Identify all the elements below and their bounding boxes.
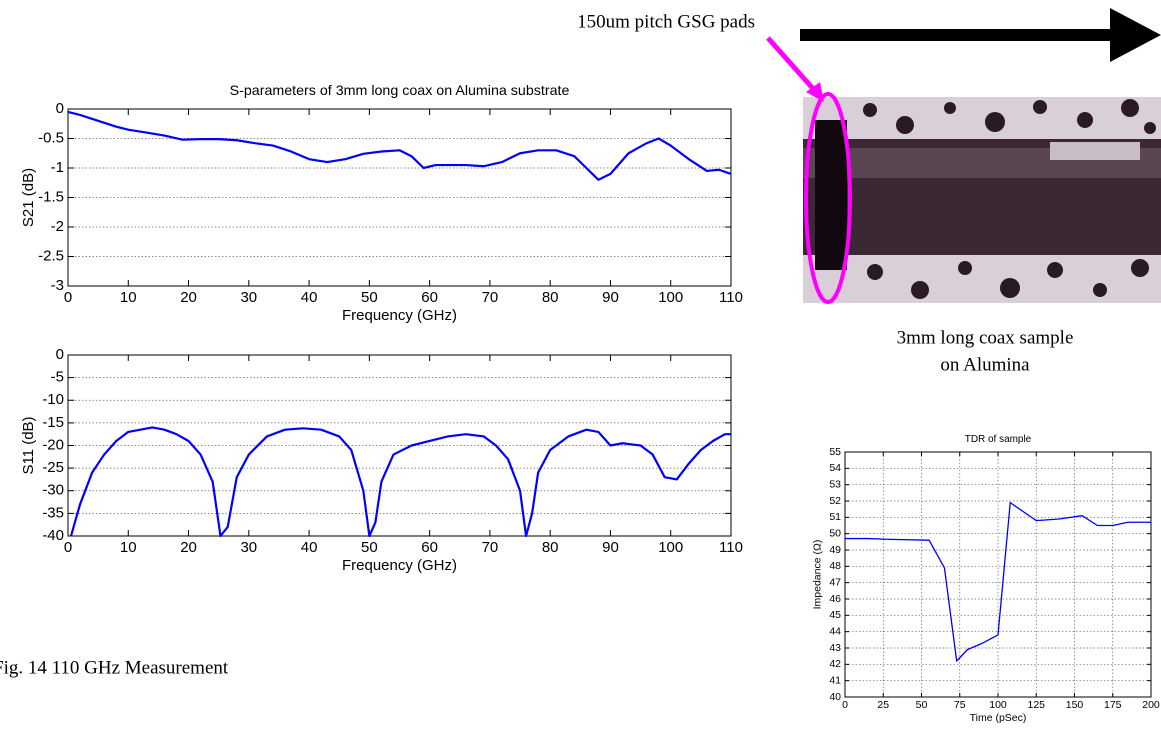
- x-tick-label: 0: [64, 289, 72, 306]
- x-tick-label: 100: [658, 539, 683, 556]
- data-line: [845, 501, 1151, 662]
- x-tick-label: 30: [240, 289, 257, 306]
- pointer-arrowhead: [806, 82, 824, 102]
- y-tick-label: 51: [829, 511, 841, 523]
- x-tick-label: 110: [719, 539, 743, 556]
- x-tick-label: 60: [421, 539, 438, 556]
- x-axis-label: Frequency (GHz): [342, 557, 457, 574]
- x-tick-label: 20: [180, 289, 197, 306]
- x-tick-label: 90: [602, 289, 619, 306]
- x-tick-label: 110: [719, 289, 743, 306]
- y-tick-label: -40: [42, 527, 64, 544]
- x-tick-label: 20: [180, 539, 197, 556]
- y-tick-label: 0: [56, 346, 64, 363]
- x-tick-label: 40: [301, 539, 318, 556]
- y-tick-label: -15: [42, 414, 64, 431]
- x-tick-label: 50: [361, 289, 378, 306]
- y-tick-label: -1.5: [38, 188, 64, 205]
- photo: [803, 97, 1161, 303]
- x-tick-label: 175: [1104, 699, 1122, 711]
- x-axis-label: Time (pSec): [970, 712, 1027, 724]
- y-tick-label: 48: [829, 560, 841, 572]
- x-tick-label: 70: [482, 539, 499, 556]
- y-tick-label: -3: [51, 277, 64, 294]
- y-tick-label: 46: [829, 593, 841, 605]
- direction-arrow: [800, 29, 1112, 41]
- y-tick-label: -10: [42, 391, 64, 408]
- x-tick-label: 10: [120, 289, 137, 306]
- y-tick-label: -1: [51, 159, 64, 176]
- y-tick-label: -5: [51, 369, 64, 386]
- y-tick-label: -2: [51, 218, 64, 235]
- y-tick-label: 40: [829, 691, 841, 703]
- y-tick-label: -0.5: [38, 129, 64, 146]
- y-tick-label: 53: [829, 478, 841, 490]
- y-tick-label: -20: [42, 436, 64, 453]
- highlight-ellipse: [804, 92, 852, 304]
- x-tick-label: 150: [1066, 699, 1084, 711]
- x-tick-label: 50: [916, 699, 928, 711]
- x-tick-label: 90: [602, 539, 619, 556]
- x-tick-label: 0: [64, 539, 72, 556]
- y-tick-label: 54: [829, 462, 841, 474]
- x-tick-label: 80: [542, 289, 559, 306]
- plot-frame: [67, 108, 732, 287]
- y-tick-label: 43: [829, 642, 841, 654]
- y-tick-label: -2.5: [38, 247, 64, 264]
- data-line: [67, 110, 732, 181]
- x-tick-label: 40: [301, 289, 318, 306]
- x-tick-label: 10: [120, 539, 137, 556]
- pad-label: 150um pitch GSG pads: [577, 11, 755, 32]
- chart-title: S-parameters of 3mm long coax on Alumina…: [230, 83, 570, 99]
- y-tick-label: 55: [829, 446, 841, 458]
- y-tick-label: -35: [42, 504, 64, 521]
- y-tick-label: 50: [829, 527, 841, 539]
- y-axis-label: S21 (dB): [20, 168, 37, 227]
- plot-area: [68, 355, 731, 536]
- x-axis-label: Frequency (GHz): [342, 307, 457, 324]
- sample-caption: on Alumina: [940, 354, 1030, 375]
- data-line: [69, 426, 731, 538]
- y-axis-label: S11 (dB): [20, 416, 37, 474]
- y-tick-label: 44: [829, 625, 841, 637]
- x-tick-label: 200: [1142, 699, 1160, 711]
- x-tick-label: 70: [482, 289, 499, 306]
- x-tick-label: 80: [542, 539, 559, 556]
- x-tick-label: 100: [658, 289, 683, 306]
- y-tick-label: 52: [829, 495, 841, 507]
- y-tick-label: 45: [829, 609, 841, 621]
- x-tick-label: 25: [877, 699, 889, 711]
- x-tick-label: 50: [361, 539, 378, 556]
- y-tick-label: 49: [829, 544, 841, 556]
- y-tick-label: -25: [42, 459, 64, 476]
- pointer-arrow: [766, 36, 818, 94]
- y-tick-label: 41: [829, 674, 841, 686]
- x-tick-label: 100: [989, 699, 1007, 711]
- plot-frame: [67, 354, 732, 537]
- chart-title: TDR of sample: [965, 434, 1032, 445]
- x-tick-label: 30: [240, 539, 257, 556]
- x-tick-label: 60: [421, 289, 438, 306]
- figure-caption: Fig. 14 110 GHz Measurement: [0, 657, 229, 678]
- y-axis-label: Impedance (Ω): [811, 540, 823, 610]
- sample-caption: 3mm long coax sample: [897, 327, 1074, 348]
- plot-frame: [844, 451, 1152, 698]
- y-tick-label: -30: [42, 482, 64, 499]
- x-tick-label: 0: [842, 699, 848, 711]
- y-tick-label: 47: [829, 576, 841, 588]
- x-tick-label: 75: [954, 699, 966, 711]
- x-tick-label: 125: [1027, 699, 1045, 711]
- y-tick-label: 42: [829, 658, 841, 670]
- y-tick-label: 0: [56, 100, 64, 117]
- direction-arrowhead: [1110, 8, 1161, 62]
